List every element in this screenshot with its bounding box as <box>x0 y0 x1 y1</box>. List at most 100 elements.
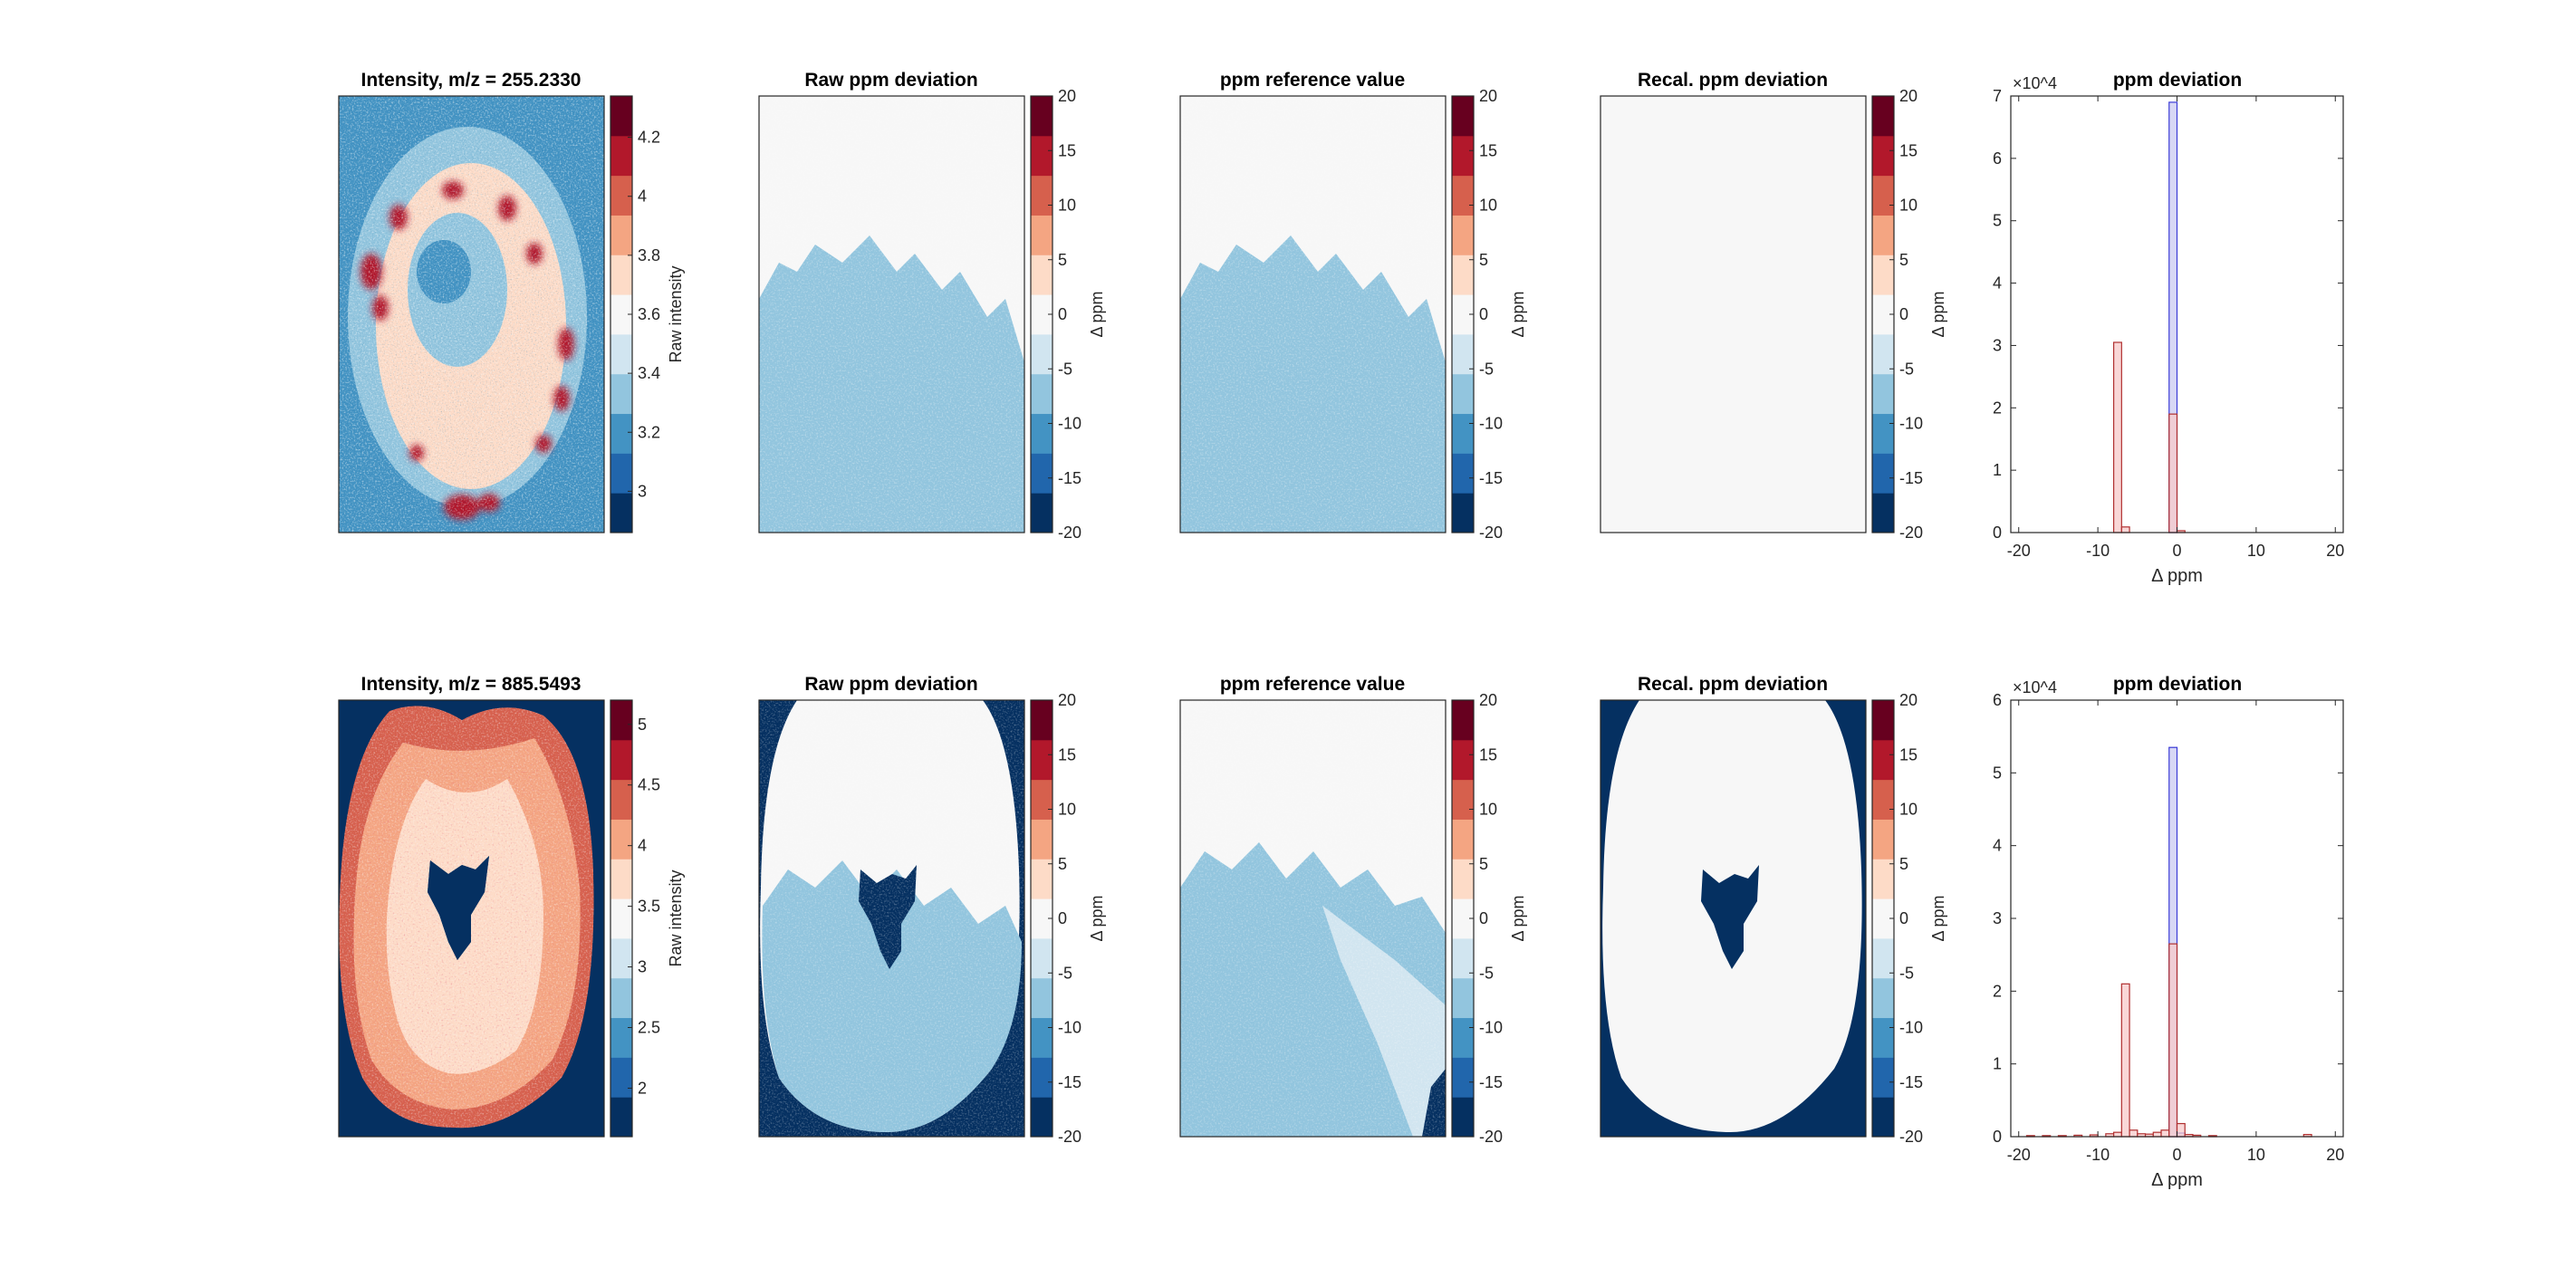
hist1-exponent-label: ×10^4 <box>2013 74 2057 92</box>
cb-int2-tick-label: 5 <box>638 716 647 734</box>
cb-int1-tick-label: 4.2 <box>638 129 660 147</box>
ref-ppm-image-2 <box>1180 700 1446 1137</box>
colorbar-label-ppm-ref-1: Δ ppm <box>1509 291 1527 337</box>
hist1-xlabel: Δ ppm <box>2151 566 2203 586</box>
cb-ref1-swatch <box>1452 96 1474 137</box>
cb-int2-swatch <box>610 859 632 899</box>
hist2-bar-series2 <box>2168 943 2178 1138</box>
cb-raw1-swatch <box>1031 453 1053 494</box>
hist1-xtick-label: -10 <box>2086 542 2110 560</box>
cb-recal2-swatch <box>1872 779 1894 820</box>
cb-recal1-tick-label: -20 <box>1899 524 1923 542</box>
cb-raw2-swatch <box>1031 977 1053 1019</box>
cb-int1-swatch <box>610 96 632 137</box>
cb-ref2-tick-label: -5 <box>1479 964 1494 982</box>
cb-recal2-swatch <box>1872 739 1894 781</box>
cb-int1-swatch <box>610 175 632 216</box>
cb-recal2-swatch <box>1872 1057 1894 1098</box>
cb-recal2-tick-label: -15 <box>1899 1073 1923 1091</box>
hist1-ytick-label: 1 <box>1993 461 2002 479</box>
recal-ppm-image-2 <box>1600 700 1866 1137</box>
cb-ref2-tick-label: 15 <box>1479 745 1497 764</box>
cb-int2-swatch <box>610 977 632 1019</box>
cb-raw2-swatch <box>1031 819 1053 860</box>
cb-ref1-swatch <box>1452 373 1474 415</box>
cb-raw2-swatch <box>1031 937 1053 979</box>
cb-raw1-tick-label: -20 <box>1058 524 1081 542</box>
cb-raw2-swatch <box>1031 779 1053 820</box>
cb-recal2-tick-label: 15 <box>1899 745 1918 764</box>
cb-int1-tick-label: 3.4 <box>638 364 660 382</box>
cb-int2-tick-label: 3.5 <box>638 898 660 916</box>
cb-int1-swatch <box>610 135 632 177</box>
cb-ref1-swatch <box>1452 413 1474 454</box>
histogram-1: -20 -10 0 10 20 0 1 2 3 4 5 6 7 ×10^4 Δ ppm <box>1993 74 2344 586</box>
cb-int2-swatch <box>610 700 632 741</box>
cb-ref1-swatch <box>1452 333 1474 375</box>
cb-recal2-tick-label: 0 <box>1899 909 1908 927</box>
cb-recal2-swatch <box>1872 977 1894 1019</box>
hist1-xtick-label: 20 <box>2326 542 2344 560</box>
cb-recal1-tick-label: -15 <box>1899 469 1923 487</box>
cb-int2-swatch <box>610 739 632 781</box>
intensity-image-1 <box>339 96 604 533</box>
cb-int2-swatch <box>610 779 632 820</box>
cb-recal1-tick-label: -10 <box>1899 415 1923 433</box>
cb-raw2-tick-label: 5 <box>1058 855 1067 873</box>
hist1-bar-series2 <box>2112 341 2122 533</box>
cb-raw2-swatch <box>1031 739 1053 781</box>
hist2-xtick-label: 10 <box>2247 1146 2265 1164</box>
cb-int1-swatch <box>610 413 632 454</box>
cb-raw1-tick-label: -10 <box>1058 415 1081 433</box>
cb-recal1-swatch <box>1872 135 1894 177</box>
colorbar-label-ppm-ref-2: Δ ppm <box>1509 895 1527 941</box>
hist1-ytick-label: 7 <box>1993 87 2002 105</box>
cb-int2-swatch <box>610 937 632 979</box>
cb-ref2-tick-label: -20 <box>1479 1128 1503 1146</box>
cb-recal2-swatch <box>1872 819 1894 860</box>
colorbar-label-intensity-2: Raw intensity <box>667 869 685 966</box>
colorbar-ppm-ref-2: 20 15 10 5 0 -5 -10 -15 -20 <box>1451 691 1503 1146</box>
hist2-xtick-label: 0 <box>2172 1146 2181 1164</box>
hist1-ytick-label: 3 <box>1993 336 2002 354</box>
cb-raw2-tick-label: -5 <box>1058 964 1072 982</box>
hist2-ytick-label: 4 <box>1993 837 2002 855</box>
cb-raw2-tick-label: -20 <box>1058 1128 1081 1146</box>
title-raw-ppm-2: Raw ppm deviation <box>804 674 977 695</box>
hist2-ytick-label: 6 <box>1993 691 2002 709</box>
hist2-ytick-label: 3 <box>1993 909 2002 927</box>
title-ref-ppm-2: ppm reference value <box>1220 674 1405 695</box>
cb-int2-swatch <box>610 819 632 860</box>
cb-ref2-tick-label: -15 <box>1479 1073 1503 1091</box>
cb-int2-tick-label: 2 <box>638 1079 647 1097</box>
cb-recal2-swatch <box>1872 1097 1894 1138</box>
cb-recal2-tick-label: 20 <box>1899 691 1918 709</box>
cb-ref2-swatch <box>1452 977 1474 1019</box>
cb-ref1-tick-label: 15 <box>1479 141 1497 159</box>
cb-raw1-tick-label: -5 <box>1058 360 1072 378</box>
cb-ref1-tick-label: 20 <box>1479 87 1497 105</box>
hist2-xtick-label: 20 <box>2326 1146 2344 1164</box>
cb-ref1-swatch <box>1452 453 1474 494</box>
cb-raw2-swatch <box>1031 1057 1053 1098</box>
cb-raw2-swatch <box>1031 1017 1053 1058</box>
cb-ref2-tick-label: 5 <box>1479 855 1488 873</box>
cb-int2-tick-label: 4 <box>638 837 647 855</box>
cb-raw2-tick-label: 15 <box>1058 745 1076 764</box>
hist2-ytick-label: 0 <box>1993 1128 2002 1146</box>
cb-ref1-swatch <box>1452 135 1474 177</box>
colorbar-label-ppm-raw-2: Δ ppm <box>1088 895 1106 941</box>
cb-int1-tick-label: 3.8 <box>638 246 660 264</box>
cb-raw1-swatch <box>1031 175 1053 216</box>
cb-raw1-swatch <box>1031 255 1053 295</box>
cb-recal2-swatch <box>1872 859 1894 899</box>
cb-int1-tick-label: 3.6 <box>638 305 660 323</box>
cb-ref2-swatch <box>1452 739 1474 781</box>
cb-recal1-tick-label: 20 <box>1899 87 1918 105</box>
hist2-xtick-label: -20 <box>2007 1146 2031 1164</box>
cb-int2-swatch <box>610 1097 632 1138</box>
hist2-bar-series2 <box>2152 1131 2162 1138</box>
cb-raw2-tick-label: 0 <box>1058 909 1067 927</box>
hist2-bar-series2 <box>2120 983 2130 1138</box>
